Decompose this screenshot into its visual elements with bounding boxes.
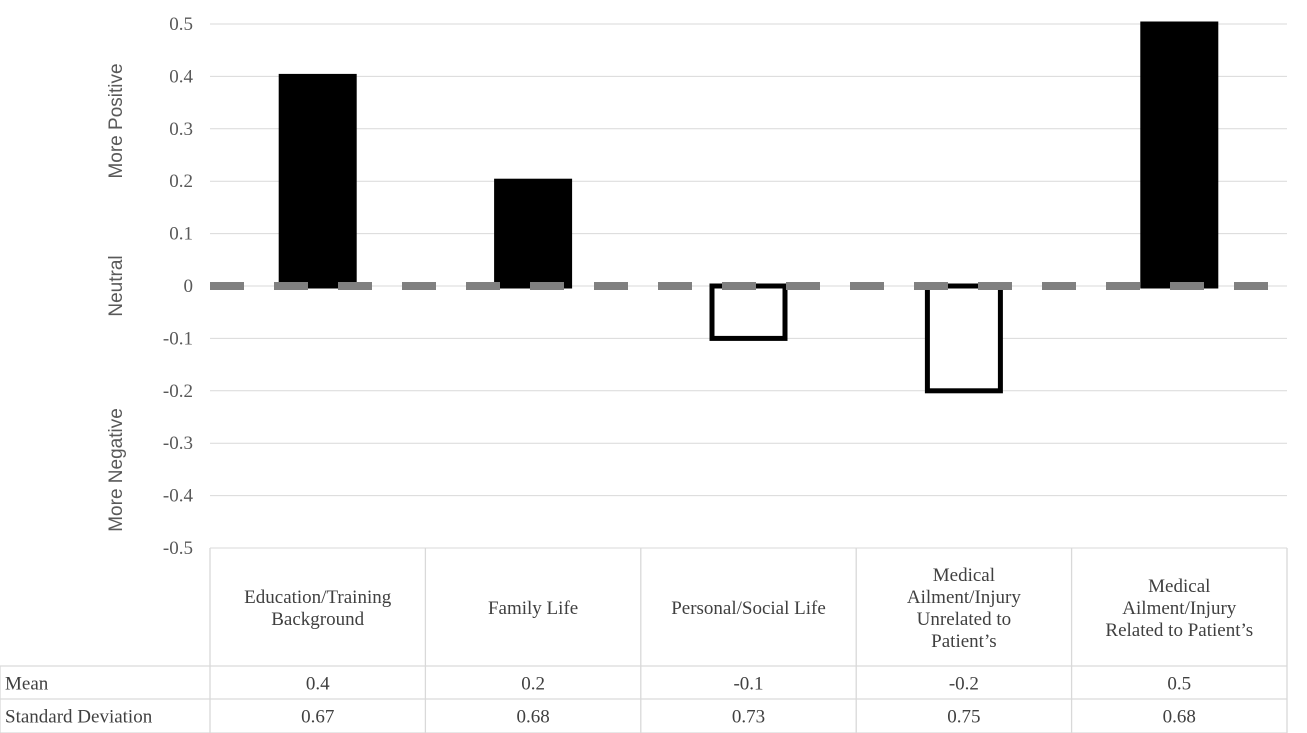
y-tick-label: 0.1 bbox=[169, 224, 193, 245]
data-table: Mean 0.4 0.2 -0.1 -0.2 0.5 Standard Deviation 0… bbox=[5, 674, 1196, 728]
data-table-grid bbox=[0, 548, 1288, 733]
y-tick-label: 0.2 bbox=[169, 171, 193, 192]
side-label-positive: More Positive bbox=[106, 63, 127, 178]
category-label: Personal/Social Life bbox=[671, 598, 826, 619]
side-labels: More Positive Neutral More Negative bbox=[106, 63, 127, 531]
table-row-label: Standard Deviation bbox=[5, 707, 153, 728]
category-label: Family Life bbox=[488, 598, 578, 619]
table-cell: -0.1 bbox=[733, 674, 763, 695]
y-tick-label: 0.3 bbox=[169, 119, 193, 140]
y-tick-label: -0.4 bbox=[163, 486, 194, 507]
y-tick-label: -0.2 bbox=[163, 381, 193, 402]
table-cell: 0.2 bbox=[521, 674, 545, 695]
bar bbox=[709, 283, 788, 341]
category-label: Medical Ailment/Injury Unrelated to Patient… bbox=[907, 565, 1021, 652]
side-label-neutral: Neutral bbox=[106, 255, 127, 316]
table-cell: 0.68 bbox=[516, 707, 549, 728]
table-cell: 0.73 bbox=[732, 707, 765, 728]
bars bbox=[278, 21, 1219, 394]
bar bbox=[924, 283, 1003, 394]
table-row-label: Mean bbox=[5, 674, 49, 695]
side-label-negative: More Negative bbox=[106, 408, 127, 532]
category-label: Medical Ailment/Injury Related to Patient’… bbox=[1105, 576, 1253, 641]
table-cell: 0.75 bbox=[947, 707, 980, 728]
category-label: Education/Training Background bbox=[244, 587, 392, 630]
table-cell: 0.4 bbox=[306, 674, 330, 695]
y-axis-ticks: 0.5 0.4 0.3 0.2 0.1 0 -0.1 -0.2 -0.3 -0.4 -0.5 bbox=[163, 14, 194, 559]
y-tick-label: -0.3 bbox=[163, 433, 193, 454]
y-tick-label: -0.1 bbox=[163, 328, 193, 349]
category-labels: Education/Training Background Family Life P… bbox=[244, 565, 1253, 652]
y-tick-label: 0.4 bbox=[169, 66, 193, 87]
table-cell: 0.5 bbox=[1167, 674, 1191, 695]
table-cell: 0.67 bbox=[301, 707, 334, 728]
y-tick-label: 0.5 bbox=[169, 14, 193, 35]
y-tick-label: -0.5 bbox=[163, 538, 193, 559]
bar bbox=[494, 178, 573, 289]
bar bbox=[278, 73, 357, 289]
bar bbox=[1140, 21, 1219, 289]
y-tick-label: 0 bbox=[184, 276, 194, 297]
table-cell: 0.68 bbox=[1163, 707, 1196, 728]
table-cell: -0.2 bbox=[949, 674, 979, 695]
